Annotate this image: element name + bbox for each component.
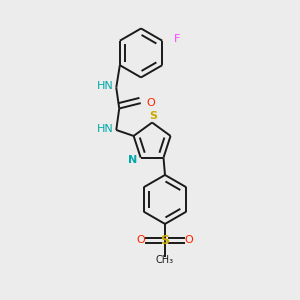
Text: N: N [128,155,137,165]
Text: S: S [150,111,158,121]
Text: F: F [174,34,181,44]
Text: O: O [184,236,193,245]
Text: O: O [146,98,155,107]
Text: O: O [137,236,146,245]
Text: S: S [160,234,169,247]
Text: CH₃: CH₃ [156,255,174,266]
Text: HN: HN [97,124,113,134]
Text: HN: HN [97,81,113,91]
